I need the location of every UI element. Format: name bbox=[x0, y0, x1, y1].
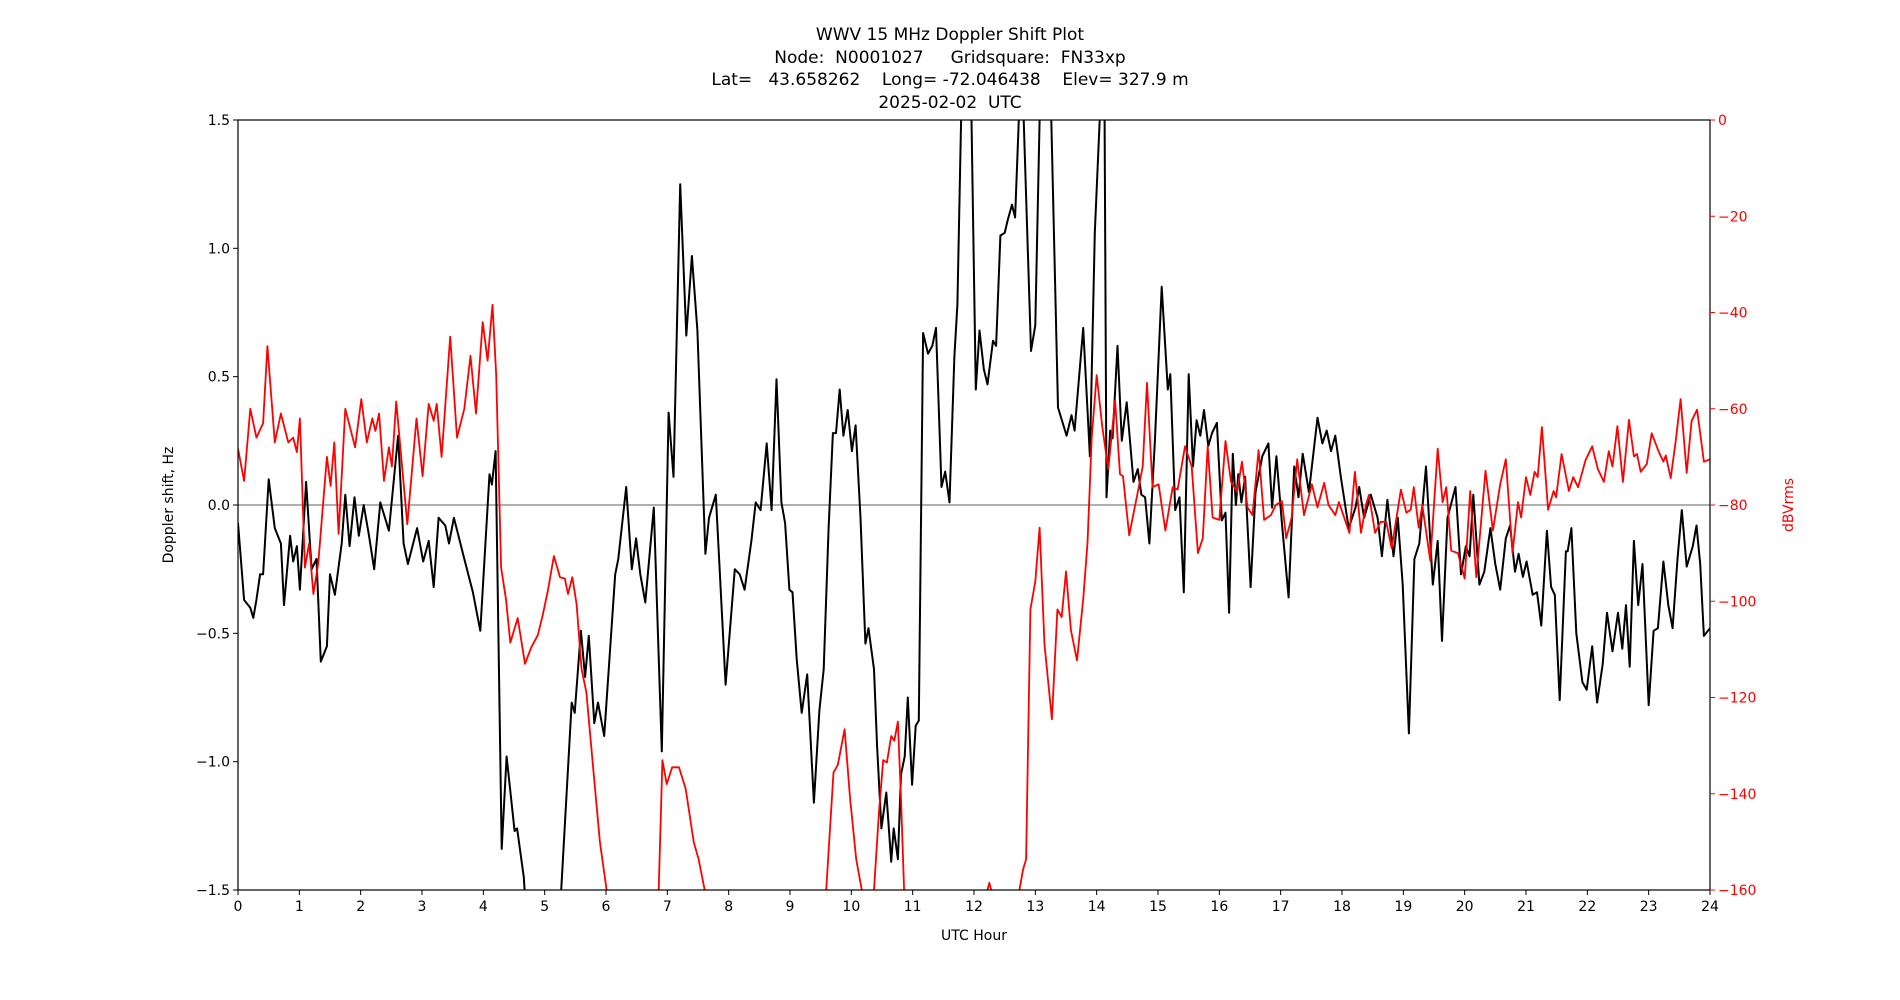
x-tick-label: 18 bbox=[1333, 899, 1351, 915]
title-line-3: Lat= 43.658262 Long= -72.046438 Elev= 32… bbox=[711, 70, 1189, 90]
y-tick-label-right: −60 bbox=[1718, 402, 1748, 418]
y-tick-label-right: −80 bbox=[1718, 498, 1748, 514]
y-axis-label-left: Doppler shift, Hz bbox=[161, 447, 177, 564]
y-tick-label-left: −1.0 bbox=[196, 755, 230, 771]
x-tick-label: 23 bbox=[1640, 899, 1658, 915]
x-tick-label: 13 bbox=[1026, 899, 1044, 915]
x-tick-label: 21 bbox=[1517, 899, 1535, 915]
x-tick-label: 16 bbox=[1210, 899, 1228, 915]
x-tick-label: 6 bbox=[602, 899, 611, 915]
x-tick-label: 19 bbox=[1394, 899, 1412, 915]
axis-ticks: 0 1 2 3 4 5 6 7 8 9 10 11 12 13 14 15 16 17 18 19 20 21 22 23 24… bbox=[196, 113, 1756, 915]
x-tick-label: 9 bbox=[786, 899, 795, 915]
x-tick-label: 11 bbox=[904, 899, 922, 915]
x-tick-label: 10 bbox=[842, 899, 860, 915]
y-axis-label-right: dBVrms bbox=[1781, 478, 1797, 532]
x-tick-label: 15 bbox=[1149, 899, 1167, 915]
title-line-4: 2025-02-02 UTC bbox=[878, 93, 1022, 113]
x-tick-label: 1 bbox=[295, 899, 304, 915]
x-tick-label: 3 bbox=[418, 899, 427, 915]
x-tick-label: 14 bbox=[1088, 899, 1106, 915]
y-tick-label-left: −0.5 bbox=[196, 626, 230, 642]
x-tick-label: 22 bbox=[1578, 899, 1596, 915]
x-axis-label: UTC Hour bbox=[941, 928, 1007, 944]
x-tick-label: 2 bbox=[356, 899, 365, 915]
x-tick-label: 0 bbox=[234, 899, 243, 915]
title-line-2: Node: N0001027 Gridsquare: FN33xp bbox=[774, 48, 1126, 68]
y-tick-label-right: −120 bbox=[1718, 691, 1756, 707]
y-tick-label-left: 1.5 bbox=[208, 113, 230, 129]
y-tick-label-left: 1.0 bbox=[208, 241, 230, 257]
signal-level-line bbox=[238, 303, 1710, 890]
y-tick-label-left: −1.5 bbox=[196, 883, 230, 899]
y-tick-label-right: 0 bbox=[1718, 113, 1727, 129]
x-tick-label: 7 bbox=[663, 899, 672, 915]
y-tick-label-right: −40 bbox=[1718, 306, 1748, 322]
x-tick-label: 5 bbox=[540, 899, 549, 915]
y-tick-label-right: −140 bbox=[1718, 787, 1756, 803]
x-tick-label: 17 bbox=[1272, 899, 1290, 915]
x-tick-label: 12 bbox=[965, 899, 983, 915]
x-tick-label: 20 bbox=[1456, 899, 1474, 915]
x-tick-label: 8 bbox=[724, 899, 733, 915]
x-tick-label: 24 bbox=[1701, 899, 1719, 915]
plot-area bbox=[238, 120, 1710, 890]
title-line-1: WWV 15 MHz Doppler Shift Plot bbox=[815, 25, 1085, 45]
x-tick-label: 4 bbox=[479, 899, 488, 915]
y-tick-label-right: −20 bbox=[1718, 209, 1748, 225]
doppler-shift-line bbox=[238, 120, 1710, 890]
y-tick-label-left: 0.0 bbox=[208, 498, 230, 514]
y-tick-label-right: −100 bbox=[1718, 594, 1756, 610]
y-tick-label-left: 0.5 bbox=[208, 370, 230, 386]
y-tick-label-right: −160 bbox=[1718, 883, 1756, 899]
